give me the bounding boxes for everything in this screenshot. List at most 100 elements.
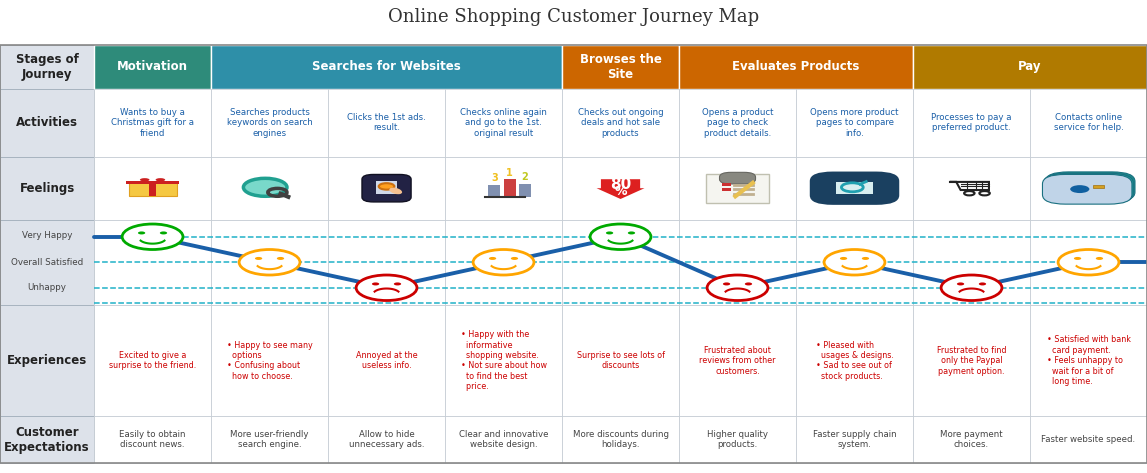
Circle shape (159, 231, 167, 235)
FancyBboxPatch shape (126, 181, 179, 184)
Ellipse shape (356, 275, 418, 300)
Text: 1: 1 (506, 168, 513, 178)
Circle shape (606, 231, 614, 235)
Text: Opens a product
page to check
product details.: Opens a product page to check product de… (702, 108, 773, 138)
Text: More user-friendly
search engine.: More user-friendly search engine. (231, 430, 309, 449)
FancyBboxPatch shape (94, 305, 211, 416)
FancyBboxPatch shape (796, 157, 913, 220)
FancyBboxPatch shape (0, 45, 94, 88)
Circle shape (393, 282, 401, 285)
FancyBboxPatch shape (489, 184, 500, 197)
FancyBboxPatch shape (445, 305, 562, 416)
Text: Checks online again
and go to the 1st.
original result: Checks online again and go to the 1st. o… (460, 108, 547, 138)
FancyBboxPatch shape (913, 88, 1030, 157)
FancyBboxPatch shape (562, 416, 679, 463)
Text: Annoyed at the
useless info.: Annoyed at the useless info. (356, 351, 418, 370)
FancyBboxPatch shape (723, 188, 731, 191)
Circle shape (276, 257, 284, 260)
FancyBboxPatch shape (562, 305, 679, 416)
FancyBboxPatch shape (504, 179, 516, 197)
Text: More discounts during
holidays.: More discounts during holidays. (572, 430, 669, 449)
FancyBboxPatch shape (679, 157, 796, 220)
FancyBboxPatch shape (719, 172, 756, 184)
Text: Easily to obtain
discount news.: Easily to obtain discount news. (119, 430, 186, 449)
FancyBboxPatch shape (796, 305, 913, 416)
Text: Higher quality
products.: Higher quality products. (707, 430, 768, 449)
Text: Very Happy: Very Happy (22, 230, 72, 239)
FancyBboxPatch shape (211, 88, 328, 157)
Circle shape (744, 282, 752, 285)
Ellipse shape (707, 275, 768, 300)
Text: Overall Satisfied: Overall Satisfied (11, 258, 83, 267)
FancyBboxPatch shape (913, 220, 1030, 305)
Ellipse shape (941, 275, 1002, 300)
Text: Searches products
keywords on search
engines: Searches products keywords on search eng… (227, 108, 312, 138)
FancyBboxPatch shape (0, 305, 94, 416)
FancyBboxPatch shape (810, 172, 899, 205)
Text: 80: 80 (610, 177, 631, 192)
FancyBboxPatch shape (445, 220, 562, 305)
FancyBboxPatch shape (913, 157, 1030, 220)
Text: 2: 2 (522, 172, 529, 182)
FancyBboxPatch shape (1044, 173, 1133, 203)
Text: Clicks the 1st ads.
result.: Clicks the 1st ads. result. (348, 113, 426, 132)
Circle shape (489, 257, 497, 260)
Text: Searches for Websites: Searches for Websites (312, 60, 461, 73)
Text: Motivation: Motivation (117, 60, 188, 73)
Circle shape (510, 257, 518, 260)
Text: Online Shopping Customer Journey Map: Online Shopping Customer Journey Map (388, 8, 759, 26)
FancyBboxPatch shape (1030, 88, 1147, 157)
FancyBboxPatch shape (1043, 175, 1132, 204)
Text: More payment
choices.: More payment choices. (941, 430, 1002, 449)
Ellipse shape (140, 178, 149, 181)
Ellipse shape (156, 178, 165, 181)
FancyBboxPatch shape (913, 305, 1030, 416)
Text: Frustrated about
reviews from other
customers.: Frustrated about reviews from other cust… (700, 346, 775, 376)
FancyBboxPatch shape (211, 157, 328, 220)
Text: Excited to give a
surprise to the friend.: Excited to give a surprise to the friend… (109, 351, 196, 370)
Circle shape (372, 282, 380, 285)
Text: Activities: Activities (16, 116, 78, 129)
FancyBboxPatch shape (0, 88, 94, 157)
FancyBboxPatch shape (1093, 184, 1103, 188)
FancyBboxPatch shape (1030, 305, 1147, 416)
FancyBboxPatch shape (94, 45, 211, 88)
FancyBboxPatch shape (211, 305, 328, 416)
FancyBboxPatch shape (328, 157, 445, 220)
Text: Customer
Expectations: Customer Expectations (5, 426, 89, 454)
FancyBboxPatch shape (211, 416, 328, 463)
FancyBboxPatch shape (94, 157, 211, 220)
FancyBboxPatch shape (445, 416, 562, 463)
FancyBboxPatch shape (328, 416, 445, 463)
FancyBboxPatch shape (328, 305, 445, 416)
FancyBboxPatch shape (836, 183, 873, 194)
FancyBboxPatch shape (518, 184, 531, 197)
Text: Evaluates Products: Evaluates Products (732, 60, 860, 73)
Text: Frustrated to find
only the Paypal
payment option.: Frustrated to find only the Paypal payme… (937, 346, 1006, 376)
FancyBboxPatch shape (679, 416, 796, 463)
Circle shape (723, 282, 731, 285)
Circle shape (627, 231, 635, 235)
FancyBboxPatch shape (679, 220, 796, 305)
Text: Faster website speed.: Faster website speed. (1041, 435, 1136, 444)
Text: Feelings: Feelings (19, 182, 75, 195)
FancyBboxPatch shape (707, 174, 768, 203)
FancyBboxPatch shape (679, 305, 796, 416)
Circle shape (861, 257, 869, 260)
Text: Unhappy: Unhappy (28, 283, 67, 292)
Text: Contacts online
service for help.: Contacts online service for help. (1054, 113, 1123, 132)
Circle shape (138, 231, 146, 235)
FancyBboxPatch shape (562, 88, 679, 157)
Text: Browses the
Site: Browses the Site (579, 53, 662, 81)
Text: Surprise to see lots of
discounts: Surprise to see lots of discounts (577, 351, 664, 370)
Text: Opens more product
pages to compare
info.: Opens more product pages to compare info… (810, 108, 899, 138)
FancyBboxPatch shape (1046, 172, 1136, 201)
FancyBboxPatch shape (94, 88, 211, 157)
Circle shape (957, 282, 965, 285)
Ellipse shape (473, 250, 535, 275)
Text: Stages of
Journey: Stages of Journey (16, 53, 78, 81)
FancyBboxPatch shape (445, 88, 562, 157)
FancyBboxPatch shape (328, 220, 445, 305)
FancyBboxPatch shape (445, 157, 562, 220)
Text: Checks out ongoing
deals and hot sale
products: Checks out ongoing deals and hot sale pr… (578, 108, 663, 138)
